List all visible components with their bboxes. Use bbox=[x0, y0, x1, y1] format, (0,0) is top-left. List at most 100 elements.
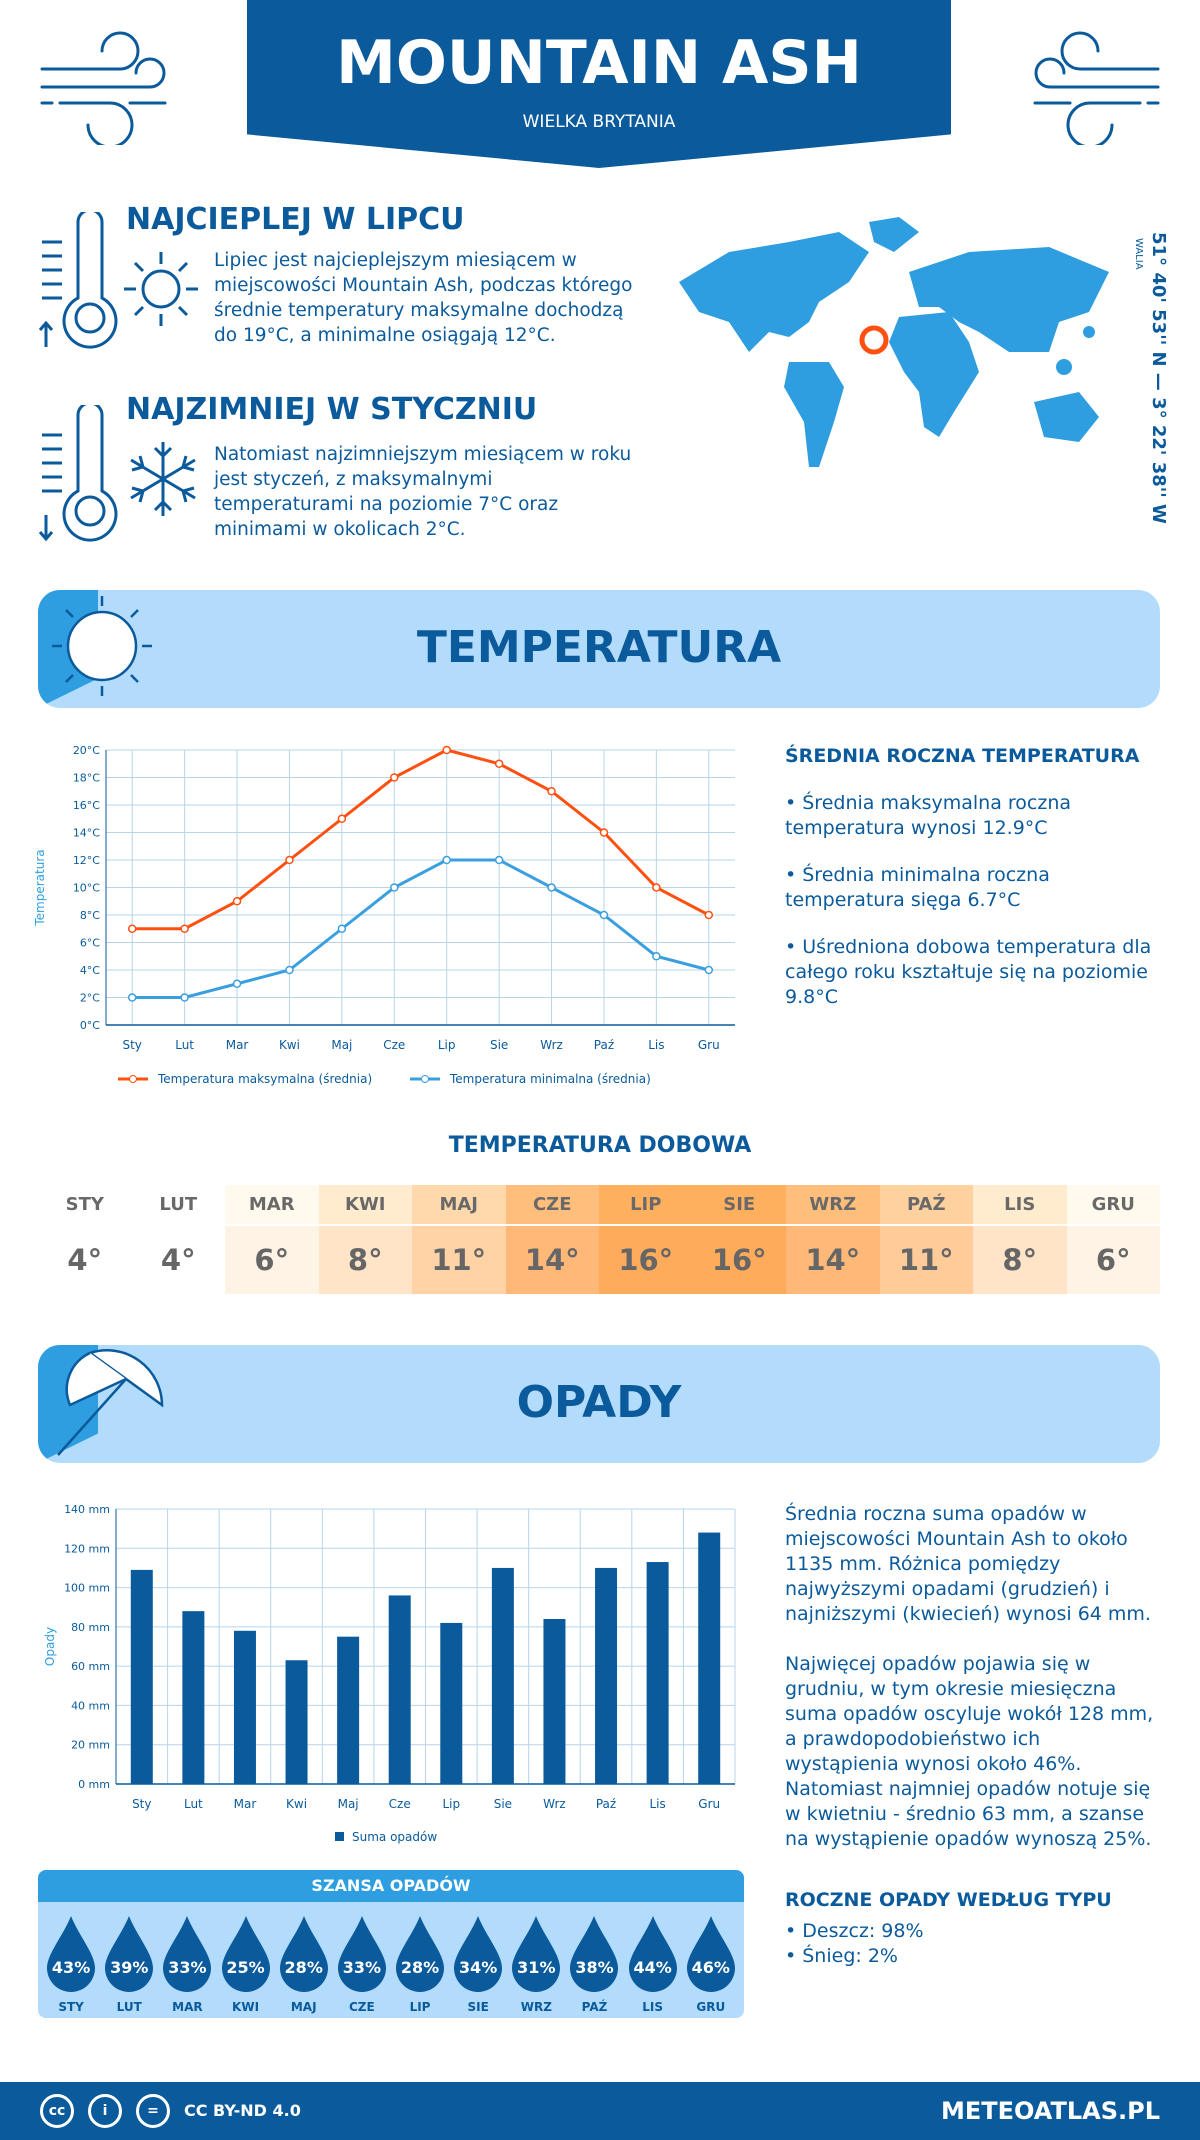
daily-month-label: LUT bbox=[131, 1185, 225, 1224]
data-point bbox=[337, 924, 347, 933]
precip-text-1: Średnia roczna suma opadów w miejscowośc… bbox=[785, 1503, 1151, 1625]
daily-temp-value: 14° bbox=[786, 1224, 880, 1294]
data-point bbox=[599, 828, 609, 837]
x-tick-label: Lip bbox=[442, 1797, 460, 1811]
precip-chance-value: 33% bbox=[168, 1958, 207, 1977]
daily-month-label: MAJ bbox=[412, 1185, 506, 1224]
x-tick-label: Mar bbox=[226, 1038, 249, 1052]
x-tick-label: Sty bbox=[122, 1038, 141, 1052]
daily-month-label: MAR bbox=[225, 1185, 319, 1224]
precip-chance-month: STY bbox=[58, 2000, 84, 2014]
precip-chance-value: 34% bbox=[459, 1958, 498, 1977]
sun-large-icon bbox=[52, 596, 152, 696]
map-coordinates: 51° 40' 53'' N — 3° 22' 38'' W bbox=[1148, 232, 1169, 524]
y-tick-label: 0 mm bbox=[78, 1778, 110, 1791]
precip-chance-value: 28% bbox=[284, 1958, 323, 1977]
data-point bbox=[494, 759, 504, 768]
precip-chance-item: 38% PAŹ bbox=[568, 1914, 620, 2014]
y-tick-label: 4°C bbox=[80, 964, 100, 977]
precip-chance-title: SZANSA OPADÓW bbox=[38, 1870, 744, 1902]
precip-chance-item: 39% LUT bbox=[103, 1914, 155, 2014]
location-marker-icon bbox=[859, 325, 889, 355]
temp-summary-bullet: • Uśredniona dobowa temperatura dla całe… bbox=[785, 936, 1152, 1008]
legend-swatch bbox=[335, 1832, 344, 1841]
legend-label: Temperatura maksymalna (średnia) bbox=[157, 1072, 372, 1086]
precip-title: OPADY bbox=[516, 1377, 682, 1428]
precip-chance-item: 43% STY bbox=[45, 1914, 97, 2014]
raindrop-icon bbox=[279, 1916, 328, 1992]
coldest-title: NAJZIMNIEJ W STYCZNIU bbox=[126, 392, 538, 427]
x-tick-label: Mar bbox=[234, 1797, 257, 1811]
raindrop-icon bbox=[337, 1916, 386, 1992]
wind-icon-right bbox=[1033, 31, 1160, 145]
daily-month-label: STY bbox=[38, 1185, 132, 1224]
temp-summary-bullet: • Średnia maksymalna roczna temperatura … bbox=[785, 792, 1072, 839]
y-tick-label: 60 mm bbox=[71, 1660, 110, 1673]
site-link[interactable]: METEOATLAS.PL bbox=[940, 2097, 1160, 2125]
umbrella-rain-icon bbox=[57, 1349, 164, 1456]
daily-temp-value: 6° bbox=[225, 1224, 319, 1294]
sun-icon bbox=[124, 252, 198, 326]
y-axis-label: Temperatura bbox=[33, 849, 47, 926]
precip-chance-value: 33% bbox=[342, 1958, 381, 1977]
y-tick-label: 100 mm bbox=[64, 1582, 110, 1595]
data-point bbox=[127, 993, 137, 1002]
data-point bbox=[599, 910, 609, 920]
bar bbox=[543, 1619, 566, 1784]
bar bbox=[233, 1630, 256, 1784]
precip-text-2: Najwięcej opadów pojawia się w grudniu, … bbox=[785, 1653, 1154, 1850]
page-title: MOUNTAIN ASH bbox=[336, 28, 862, 98]
x-tick-label: Paź bbox=[594, 1038, 614, 1052]
bar bbox=[491, 1567, 514, 1784]
daily-temp-value: 8° bbox=[318, 1224, 412, 1294]
precip-chance-month: LUT bbox=[116, 2000, 142, 2014]
precip-chance-item: 34% SIE bbox=[452, 1914, 504, 2014]
data-point bbox=[337, 814, 347, 823]
daily-temp-value: 6° bbox=[1066, 1224, 1160, 1294]
data-point bbox=[442, 745, 451, 755]
daily-temp-value: 14° bbox=[505, 1224, 599, 1294]
precip-chance-value: 46% bbox=[691, 1958, 730, 1977]
y-tick-label: 0°C bbox=[80, 1019, 100, 1032]
bar bbox=[440, 1622, 463, 1784]
y-tick-label: 16°C bbox=[73, 799, 100, 812]
x-tick-label: Kwi bbox=[279, 1038, 300, 1052]
y-tick-label: 140 mm bbox=[64, 1503, 110, 1516]
daily-month-label: LIP bbox=[599, 1185, 693, 1224]
precip-chance-value: 25% bbox=[226, 1958, 265, 1977]
y-tick-label: 18°C bbox=[73, 772, 100, 785]
raindrop-icon bbox=[221, 1916, 270, 1992]
precip-chance-item: 33% CZE bbox=[336, 1914, 388, 2014]
x-tick-label: Lis bbox=[649, 1797, 665, 1811]
precip-chance-month: CZE bbox=[349, 2000, 375, 2014]
header-banner bbox=[247, 0, 951, 168]
x-tick-label: Sie bbox=[494, 1797, 512, 1811]
x-tick-label: Sty bbox=[132, 1797, 151, 1811]
temp-summary-heading: ŚREDNIA ROCZNA TEMPERATURA bbox=[785, 745, 1140, 767]
nd-icon: = bbox=[136, 2094, 170, 2128]
precip-chance-item: 46% GRU bbox=[685, 1914, 737, 2014]
precip-chance-month: KWI bbox=[232, 2000, 260, 2014]
daily-month-label: CZE bbox=[505, 1185, 599, 1224]
y-tick-label: 6°C bbox=[80, 937, 100, 950]
precip-band: OPADY bbox=[38, 1345, 1160, 1463]
thermometer-cold-icon bbox=[38, 405, 118, 542]
data-point bbox=[232, 897, 242, 906]
data-point bbox=[547, 883, 556, 892]
daily-temp-value: 4° bbox=[38, 1224, 132, 1294]
precip-chance-month: GRU bbox=[696, 2000, 726, 2014]
license-label[interactable]: CC BY-ND 4.0 bbox=[184, 2101, 301, 2120]
precip-chance-month: PAŹ bbox=[581, 2000, 608, 2014]
data-point bbox=[285, 965, 294, 975]
precip-type-rain: • Deszcz: 98% bbox=[785, 1920, 924, 1942]
daily-temp-value: 11° bbox=[879, 1224, 973, 1294]
x-tick-label: Wrz bbox=[540, 1038, 563, 1052]
precip-chance-value: 38% bbox=[575, 1958, 614, 1977]
thermometer-warm-icon bbox=[38, 212, 118, 349]
legend-label: Temperatura minimalna (średnia) bbox=[449, 1072, 651, 1086]
world-map bbox=[679, 217, 1109, 467]
precip-chance-panel: SZANSA OPADÓW 43% STY 39% LUT 33% MAR 25% KWI 28… bbox=[38, 1870, 744, 2018]
bar bbox=[595, 1567, 618, 1784]
bar bbox=[285, 1660, 308, 1784]
data-point bbox=[180, 993, 189, 1002]
